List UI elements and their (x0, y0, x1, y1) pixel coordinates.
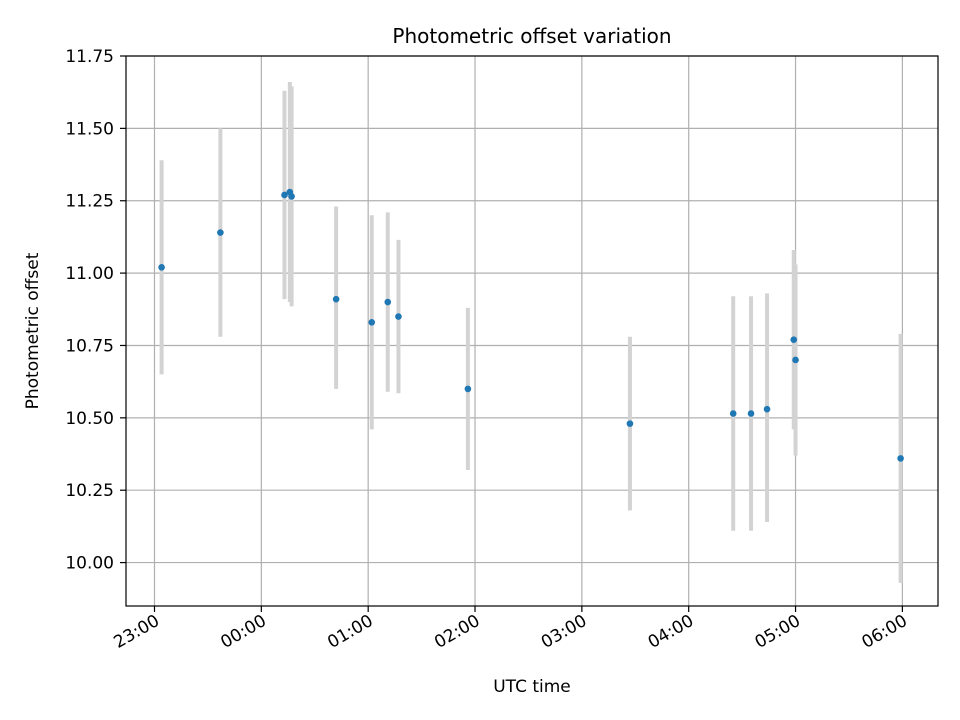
grid (126, 55, 938, 606)
plot-frame (125, 55, 939, 607)
chart-title: Photometric offset variation (392, 24, 671, 48)
y-tick-label: 10.75 (65, 336, 114, 356)
x-tick-label: 01:00 (324, 611, 376, 653)
y-tick-label: 10.25 (65, 481, 114, 501)
data-point (288, 193, 295, 200)
y-tick-label: 10.50 (65, 409, 114, 429)
data-point (281, 191, 288, 199)
data-point (729, 410, 737, 417)
data-point (368, 319, 376, 326)
data-point (763, 405, 771, 413)
y-tick-label: 11.00 (65, 264, 114, 284)
y-tick-label: 11.75 (65, 47, 114, 67)
data-point (897, 455, 904, 462)
x-tick-label: 03:00 (538, 611, 590, 653)
x-tick-label: 02:00 (431, 611, 483, 653)
data-point (395, 313, 402, 320)
data-points (158, 188, 904, 462)
y-tick-label: 10.00 (65, 554, 114, 574)
y-tick-label: 11.25 (65, 192, 114, 212)
x-tick-label: 04:00 (645, 611, 697, 653)
y-axis-title: Photometric offset (23, 252, 43, 409)
data-point (384, 298, 392, 306)
y-tick-label: 11.50 (65, 119, 114, 139)
x-tick-label: 00:00 (217, 611, 269, 653)
data-point (790, 336, 798, 343)
x-tick-label: 23:00 (111, 611, 163, 653)
data-point (464, 385, 472, 393)
error-bars (159, 82, 903, 583)
axis-ticks: 23:00 00:00 01:00 02:00 03:00 04:00 05:00 06:00… (65, 47, 911, 653)
x-tick-label: 05:00 (752, 611, 804, 653)
data-point (217, 229, 224, 236)
data-point (626, 420, 634, 427)
data-point (747, 410, 755, 417)
data-point (332, 295, 340, 303)
data-point (158, 264, 165, 271)
x-axis-title: UTC time (493, 677, 571, 697)
x-tick-label: 06:00 (858, 611, 910, 653)
data-point (792, 356, 799, 364)
